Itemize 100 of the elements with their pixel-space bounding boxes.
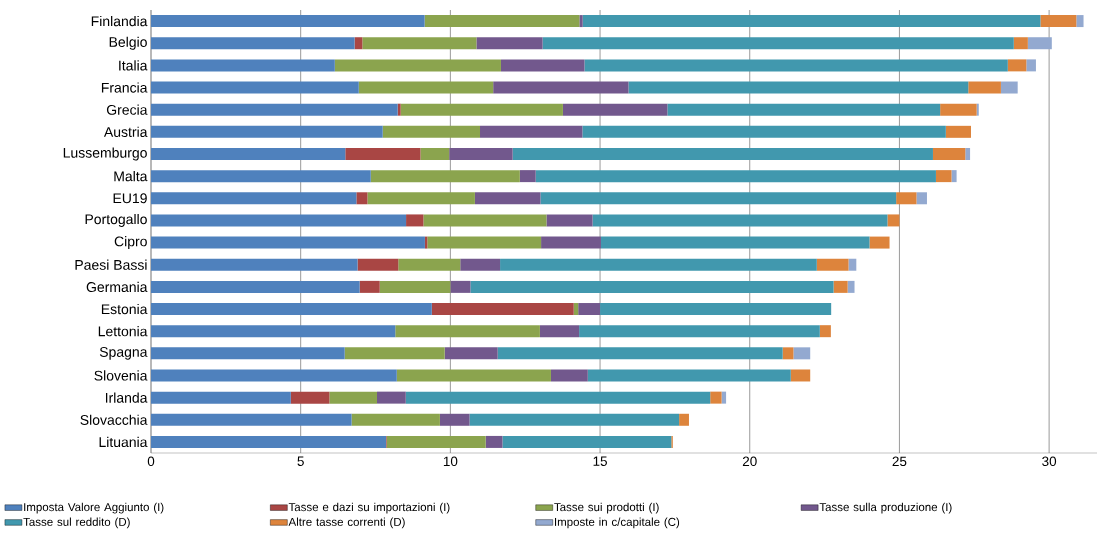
- bar: [535, 170, 936, 183]
- bar: [356, 192, 368, 205]
- bar: [562, 103, 668, 116]
- bar: [151, 214, 407, 227]
- bar: [1026, 59, 1036, 72]
- bar: [1040, 15, 1077, 28]
- bar: [423, 214, 547, 227]
- bar: [397, 103, 401, 116]
- bar: [951, 170, 957, 183]
- y-tick-label: Austria: [103, 126, 148, 137]
- bar: [450, 280, 471, 293]
- bar: [151, 391, 291, 404]
- y-tick-label: Grecia: [106, 104, 148, 115]
- bar: [587, 369, 791, 382]
- bar: [819, 325, 831, 338]
- bar: [444, 347, 498, 360]
- bar: [370, 170, 520, 183]
- bar: [344, 347, 445, 360]
- bar: [887, 214, 900, 227]
- bar: [1027, 37, 1052, 50]
- bar: [354, 37, 363, 50]
- bar: [151, 125, 383, 138]
- bar: [550, 369, 588, 382]
- bar: [965, 147, 971, 160]
- bar: [847, 280, 855, 293]
- bar: [1000, 81, 1018, 94]
- bar: [782, 347, 794, 360]
- bar: [151, 236, 425, 249]
- bar: [869, 236, 890, 249]
- bar: [151, 413, 352, 426]
- legend-label: Altre tasse correnti (D): [288, 517, 405, 529]
- bar: [398, 258, 461, 271]
- y-tick-label: Slovenia: [94, 370, 148, 381]
- bar: [480, 125, 583, 138]
- x-tick-label: 10: [443, 456, 458, 467]
- bar: [151, 280, 360, 293]
- bar: [358, 81, 494, 94]
- y-tick-label: EU19: [113, 193, 147, 204]
- legend-label: Tasse sulla produzione (I): [819, 502, 952, 514]
- bar: [469, 413, 680, 426]
- x-tick-label: 25: [892, 456, 907, 467]
- bar: [679, 413, 689, 426]
- bar: [502, 435, 672, 448]
- y-tick-label: Francia: [101, 82, 148, 93]
- legend-label: Imposta Valore Aggiunto (I): [24, 502, 164, 514]
- bar: [579, 15, 583, 28]
- y-tick-label: Lituania: [99, 436, 148, 448]
- bar: [151, 81, 359, 94]
- bar: [334, 59, 501, 72]
- bar: [600, 303, 832, 316]
- bar: [542, 37, 1014, 50]
- bar: [151, 347, 345, 360]
- bar: [151, 258, 358, 271]
- bar: [382, 125, 481, 138]
- bar: [476, 37, 543, 50]
- y-tick-label: Finlandia: [91, 15, 148, 27]
- bar: [968, 81, 1001, 94]
- bar: [976, 103, 979, 116]
- x-tick-label: 20: [742, 456, 757, 467]
- bar: [539, 325, 580, 338]
- bar: [541, 236, 601, 249]
- bar: [151, 303, 432, 316]
- y-tick-label: Cipro: [114, 236, 147, 250]
- bar: [793, 347, 811, 360]
- bar: [439, 413, 470, 426]
- y-tick-label: Irlanda: [105, 392, 148, 403]
- bar: [367, 192, 475, 205]
- x-tick-label: 0: [147, 456, 155, 467]
- bar: [540, 192, 897, 205]
- bar: [351, 413, 440, 426]
- y-tick-label: Estonia: [101, 303, 148, 315]
- bar: [362, 37, 477, 50]
- bar: [420, 147, 450, 160]
- bar: [151, 103, 398, 116]
- bar: [449, 147, 513, 160]
- bar: [396, 369, 551, 382]
- y-tick-label: Portogallo: [85, 213, 147, 227]
- legend-label: Tasse sui prodotti (I): [554, 502, 659, 514]
- bar: [940, 103, 977, 116]
- x-tick-label: 5: [297, 456, 304, 466]
- bar: [485, 435, 503, 448]
- bar: [357, 258, 399, 271]
- bar: [1013, 37, 1028, 50]
- y-tick-label: Paesi Bassi: [75, 259, 147, 270]
- bar: [406, 214, 424, 227]
- bar: [582, 125, 946, 138]
- legend-label: Tasse e dazi su importazioni (I): [288, 502, 450, 514]
- bar: [578, 303, 601, 316]
- bar: [151, 192, 357, 205]
- y-tick-label: Italia: [119, 60, 148, 71]
- bar: [151, 15, 425, 28]
- bar: [500, 258, 817, 271]
- y-tick-label: Germania: [86, 281, 148, 293]
- y-tick-label: Lussemburgo: [63, 147, 147, 161]
- bar: [151, 170, 371, 183]
- bar: [848, 258, 857, 271]
- bar: [377, 391, 406, 404]
- bar: [470, 280, 834, 293]
- bar: [512, 147, 933, 160]
- y-tick-label: Slovacchia: [80, 414, 148, 425]
